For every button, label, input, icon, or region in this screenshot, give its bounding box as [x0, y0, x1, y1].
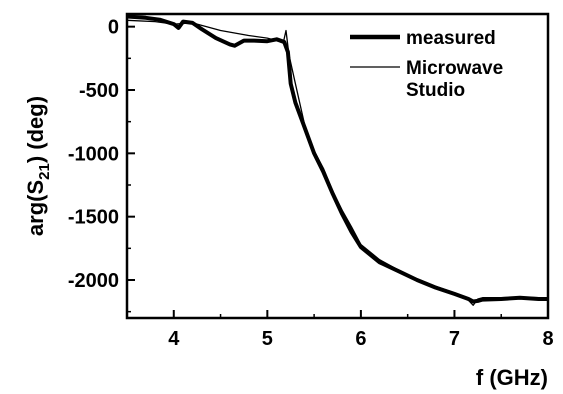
y-tick-label: -1500: [68, 207, 119, 229]
x-tick-label: 5: [262, 328, 273, 350]
x-axis: 4 5 6 7 8: [126, 310, 554, 350]
x-axis-title: f (GHz): [476, 365, 548, 390]
y-axis-title-suffix: ) (deg): [23, 96, 48, 163]
y-tick-label: -1000: [68, 143, 119, 165]
x-tick-label: 4: [168, 328, 180, 350]
y-axis-title-subscript: 21: [36, 163, 53, 180]
y-tick-label: -2000: [68, 270, 119, 292]
y-tick-label: -500: [79, 80, 119, 102]
plot-area: [125, 12, 550, 320]
series-layer: [127, 14, 548, 306]
x-tick-label: 6: [355, 328, 366, 350]
legend-label-measured: measured: [406, 28, 496, 49]
x-tick-label: 8: [542, 328, 553, 350]
legend-label-microwave-studio: Microwave Studio: [406, 58, 503, 101]
legend: measured Microwave Studio: [350, 28, 503, 101]
series-microwave-studio-line: [127, 19, 548, 306]
series-measured-line: [127, 14, 548, 304]
y-axis: 0 -500 -1000 -1500 -2000: [68, 17, 135, 313]
x-tick-label: 7: [449, 328, 460, 350]
y-tick-label: 0: [108, 17, 119, 39]
y-axis-title: arg(S21) (deg): [23, 96, 53, 236]
y-axis-title-prefix: arg(S: [23, 180, 48, 236]
